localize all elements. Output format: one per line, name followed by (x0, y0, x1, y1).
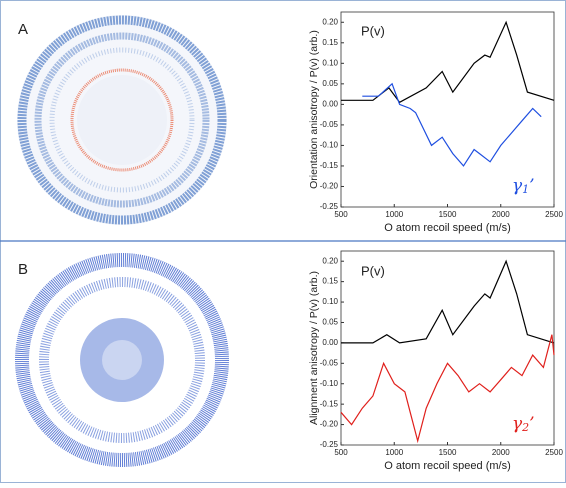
x-tick-label: 2000 (492, 448, 510, 457)
series-line (341, 20, 555, 104)
series-label-subscript: 2 (521, 421, 529, 434)
ring (34, 32, 210, 208)
ring (80, 318, 164, 402)
ring (15, 253, 229, 467)
x-tick-label: 2500 (545, 448, 563, 457)
y-tick-label: 0.00 (322, 338, 338, 347)
series-label: γ1’ (512, 176, 535, 197)
x-tick-label: 500 (334, 448, 348, 457)
y-tick-label: -0.15 (320, 161, 339, 170)
x-tick-label: 2500 (545, 210, 563, 219)
y-tick-label: -0.20 (320, 182, 339, 191)
y-axis-label: Alignment anisotropy / P(v) (arb.) (308, 271, 320, 425)
y-tick-label: 0.15 (322, 38, 338, 47)
series-label-symbol: γ (512, 176, 523, 196)
x-tick-label: 1000 (385, 448, 403, 457)
x-tick-label: 2000 (492, 210, 510, 219)
x-tick-label: 1000 (385, 210, 403, 219)
panel-label: B (18, 261, 28, 278)
ring (17, 15, 227, 225)
x-axis-label: O atom recoil speed (m/s) (384, 222, 511, 234)
y-tick-label: 0.00 (322, 99, 338, 108)
series-line (341, 259, 555, 344)
y-tick-label: -0.10 (320, 379, 339, 388)
ring (70, 68, 174, 172)
y-tick-label: -0.25 (320, 202, 339, 211)
series-label: γ2’ (512, 414, 535, 435)
series-label-suffix: ’ (529, 176, 534, 196)
y-tick-label: -0.15 (320, 399, 339, 408)
y-tick-label: -0.05 (320, 120, 339, 129)
ring (49, 47, 195, 193)
series-label-subscript: 1 (522, 183, 529, 196)
image-a (17, 15, 227, 225)
y-tick-label: 0.05 (322, 79, 338, 88)
ring (77, 75, 167, 165)
x-tick-label: 1500 (439, 210, 457, 219)
ring (102, 340, 142, 380)
x-axis-label: O atom recoil speed (m/s) (384, 460, 511, 472)
x-tick-label: 500 (334, 210, 348, 219)
series-line (362, 82, 542, 167)
y-tick-label: 0.05 (322, 318, 338, 327)
series-label: P(v) (361, 263, 385, 278)
y-tick-label: 0.20 (322, 256, 338, 265)
y-tick-label: 0.15 (322, 277, 338, 286)
y-tick-label: 0.20 (322, 17, 338, 26)
panel-label: A (18, 21, 28, 38)
series-label-suffix: ’ (529, 414, 534, 434)
y-tick-label: -0.20 (320, 420, 339, 429)
series-line (340, 334, 555, 444)
y-tick-label: 0.10 (322, 297, 338, 306)
y-tick-label: -0.05 (320, 358, 339, 367)
image-b (15, 253, 229, 467)
x-tick-label: 1500 (439, 448, 457, 457)
series-label: P(v) (361, 23, 385, 38)
series-label-symbol: γ (512, 414, 523, 434)
y-tick-label: -0.10 (320, 141, 339, 150)
ring (39, 277, 205, 443)
y-tick-label: -0.25 (320, 440, 339, 449)
y-tick-label: 0.10 (322, 58, 338, 67)
y-axis-label: Orientation anisotropy / P(v) (arb.) (308, 30, 320, 189)
